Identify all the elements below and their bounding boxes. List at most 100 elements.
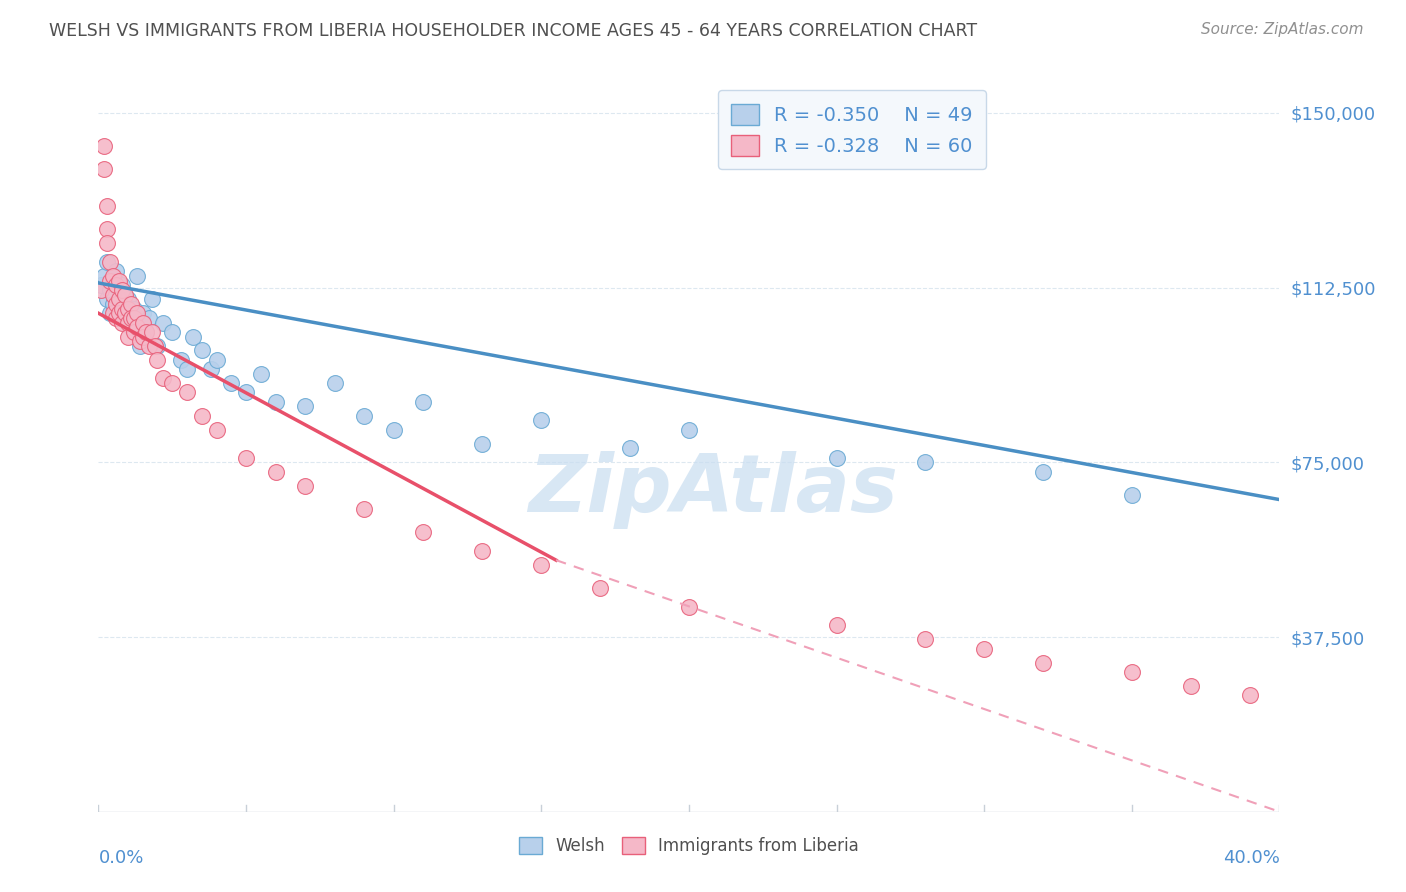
Point <box>1121 488 1143 502</box>
Point <box>530 413 553 427</box>
Point <box>122 310 145 325</box>
Point <box>1032 465 1054 479</box>
Point <box>138 339 160 353</box>
Point <box>264 394 287 409</box>
Point <box>264 465 287 479</box>
Point <box>105 264 128 278</box>
Point <box>250 367 273 381</box>
Point <box>120 310 142 325</box>
Point <box>132 316 155 330</box>
Point <box>221 376 243 390</box>
Point <box>191 343 214 358</box>
Point <box>176 362 198 376</box>
Point <box>122 301 145 316</box>
Point <box>235 385 257 400</box>
Point <box>205 352 228 367</box>
Point <box>111 283 134 297</box>
Point <box>125 306 148 320</box>
Point <box>235 450 257 465</box>
Point <box>152 371 174 385</box>
Point <box>98 283 121 297</box>
Point <box>93 138 115 153</box>
Point <box>103 268 125 283</box>
Point <box>141 325 163 339</box>
Point <box>111 278 134 293</box>
Point <box>96 255 118 269</box>
Point <box>93 161 115 176</box>
Point <box>117 316 139 330</box>
Point <box>294 478 316 492</box>
Point <box>143 339 166 353</box>
Point <box>98 274 121 288</box>
Point <box>205 423 228 437</box>
Point <box>1032 656 1054 670</box>
Point <box>162 325 183 339</box>
Point <box>825 450 848 465</box>
Point <box>138 310 160 325</box>
Point <box>323 376 346 390</box>
Point <box>114 306 136 320</box>
Point <box>117 292 139 306</box>
Point <box>125 320 148 334</box>
Point <box>382 423 405 437</box>
Point <box>111 316 134 330</box>
Text: 0.0%: 0.0% <box>98 849 143 867</box>
Point <box>105 297 128 311</box>
Point <box>146 352 169 367</box>
Point <box>678 423 700 437</box>
Point <box>200 362 222 376</box>
Point <box>135 325 157 339</box>
Point <box>170 352 193 367</box>
Point <box>619 442 641 456</box>
Point <box>471 436 494 450</box>
Point <box>90 278 112 293</box>
Point <box>1180 679 1202 693</box>
Point <box>114 310 136 325</box>
Point <box>120 297 142 311</box>
Point <box>105 278 128 293</box>
Point <box>96 199 118 213</box>
Point <box>973 641 995 656</box>
Point <box>128 339 150 353</box>
Point <box>105 310 128 325</box>
Point <box>589 581 612 595</box>
Point <box>530 558 553 572</box>
Point <box>191 409 214 423</box>
Point <box>294 400 316 414</box>
Point <box>1239 688 1261 702</box>
Text: 40.0%: 40.0% <box>1223 849 1279 867</box>
Point <box>353 409 375 423</box>
Point <box>353 502 375 516</box>
Point <box>98 306 121 320</box>
Point <box>96 222 118 236</box>
Point <box>122 325 145 339</box>
Point <box>737 153 759 167</box>
Point <box>96 292 118 306</box>
Point <box>128 334 150 348</box>
Point <box>114 287 136 301</box>
Point <box>914 632 936 647</box>
Point <box>412 394 434 409</box>
Point <box>108 292 131 306</box>
Point <box>96 236 118 251</box>
Point <box>1121 665 1143 679</box>
Point <box>93 268 115 283</box>
Point <box>125 268 148 283</box>
Point <box>162 376 183 390</box>
Point <box>90 283 112 297</box>
Point <box>108 283 131 297</box>
Point <box>103 287 125 301</box>
Point <box>146 339 169 353</box>
Text: ZipAtlas: ZipAtlas <box>527 450 897 529</box>
Point <box>176 385 198 400</box>
Text: WELSH VS IMMIGRANTS FROM LIBERIA HOUSEHOLDER INCOME AGES 45 - 64 YEARS CORRELATI: WELSH VS IMMIGRANTS FROM LIBERIA HOUSEHO… <box>49 22 977 40</box>
Point <box>98 255 121 269</box>
Point <box>117 329 139 343</box>
Point <box>678 599 700 614</box>
Legend: Welsh, Immigrants from Liberia: Welsh, Immigrants from Liberia <box>512 830 866 862</box>
Point <box>135 325 157 339</box>
Point <box>103 306 125 320</box>
Point <box>825 618 848 632</box>
Point <box>132 306 155 320</box>
Point <box>132 329 155 343</box>
